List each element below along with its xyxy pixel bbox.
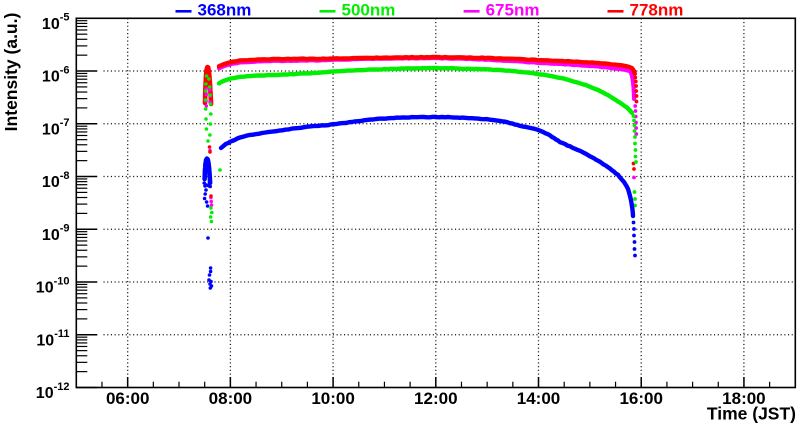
svg-text:06:00: 06:00 <box>106 389 149 408</box>
svg-text:10-12: 10-12 <box>36 381 70 402</box>
svg-text:10-6: 10-6 <box>42 64 70 85</box>
svg-text:10-9: 10-9 <box>42 223 70 244</box>
svg-text:08:00: 08:00 <box>209 389 252 408</box>
svg-text:368nm: 368nm <box>198 0 252 19</box>
svg-text:16:00: 16:00 <box>619 389 662 408</box>
svg-text:10-5: 10-5 <box>42 12 70 33</box>
svg-text:10-11: 10-11 <box>36 328 69 349</box>
svg-text:Time (JST): Time (JST) <box>707 404 796 424</box>
svg-text:14:00: 14:00 <box>517 389 560 408</box>
svg-text:778nm: 778nm <box>630 0 684 19</box>
svg-text:10-8: 10-8 <box>42 170 70 191</box>
svg-text:500nm: 500nm <box>342 0 396 19</box>
svg-text:18:00: 18:00 <box>722 389 765 408</box>
svg-text:10:00: 10:00 <box>311 389 354 408</box>
svg-text:10-7: 10-7 <box>42 117 70 138</box>
svg-text:10-10: 10-10 <box>36 275 70 296</box>
svg-text:675nm: 675nm <box>486 0 540 19</box>
svg-text:12:00: 12:00 <box>414 389 457 408</box>
svg-text:Intensity (a.u.): Intensity (a.u.) <box>1 13 21 132</box>
